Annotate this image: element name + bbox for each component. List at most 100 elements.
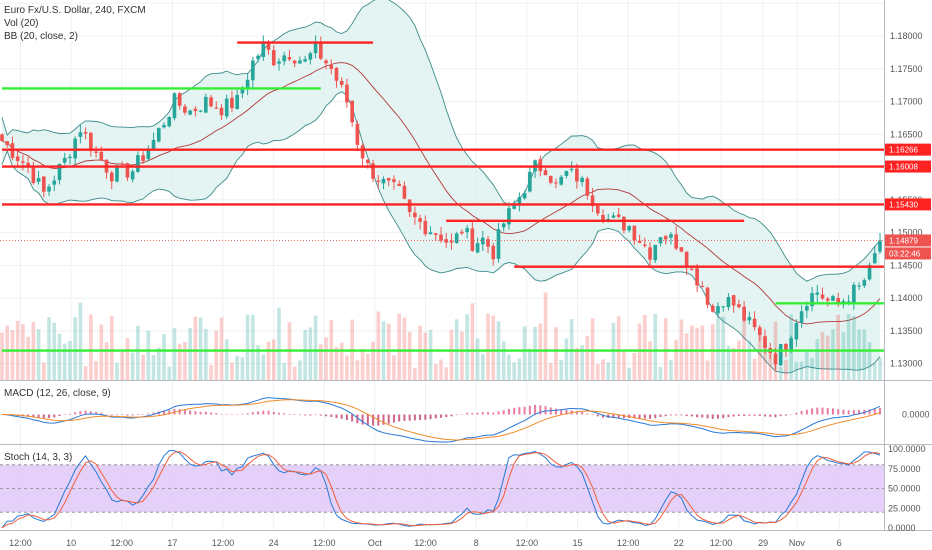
macd-histogram-bar xyxy=(95,411,98,415)
price-tick-label: 1.17500 xyxy=(890,64,923,74)
macd-histogram-bar xyxy=(622,414,625,419)
candle-body xyxy=(41,176,46,192)
volume-bar xyxy=(209,364,213,380)
last-price-tag xyxy=(885,234,931,247)
candle-body xyxy=(538,159,543,172)
macd-histogram-bar xyxy=(100,412,103,415)
macd-zero-label: 0.0000 xyxy=(902,410,930,420)
macd-histogram-bar xyxy=(858,409,861,415)
bollinger-legend[interactable]: BB (20, close, 2) xyxy=(4,31,78,42)
volume-bar xyxy=(637,323,642,380)
volume-bar xyxy=(407,331,412,380)
candle-body xyxy=(501,223,506,228)
volume-bar xyxy=(852,315,856,380)
candle-body xyxy=(449,240,454,243)
macd-histogram-bar xyxy=(638,414,641,419)
volume-bar xyxy=(606,362,611,380)
candle-body xyxy=(747,316,752,321)
candle-body xyxy=(805,306,809,311)
macd-histogram-bar xyxy=(298,414,301,416)
volume-bar xyxy=(256,345,260,380)
price-tick-label: 1.15000 xyxy=(890,228,923,238)
price-tick-label: 1.16500 xyxy=(890,129,923,139)
volume-bar xyxy=(486,313,490,380)
macd-histogram-bar xyxy=(424,414,427,420)
macd-histogram-bar xyxy=(246,413,249,415)
volume-bar xyxy=(731,347,736,380)
macd-histogram-bar xyxy=(277,412,280,415)
volume-bar xyxy=(867,341,872,380)
macd-histogram-bar xyxy=(126,414,129,416)
time-tick-label: 12:00 xyxy=(617,538,640,548)
macd-histogram-bar xyxy=(466,412,469,415)
macd-histogram-bar xyxy=(748,414,751,416)
volume-bar xyxy=(115,362,119,380)
macd-legend[interactable]: MACD (12, 26, close, 9) xyxy=(4,388,111,399)
macd-histogram-bar xyxy=(847,410,850,415)
candle-body xyxy=(360,145,365,159)
volume-bar xyxy=(815,338,820,380)
time-tick-label: 15 xyxy=(572,538,582,548)
macd-histogram-bar xyxy=(873,408,876,415)
volume-bar xyxy=(616,316,621,380)
stoch-legend[interactable]: Stoch (14, 3, 3) xyxy=(4,452,73,463)
symbol-legend[interactable]: Euro Fx/U.S. Dollar, 240, FXCM xyxy=(4,5,146,16)
candle-body xyxy=(684,251,689,268)
candle-body xyxy=(648,247,652,260)
volume-bar xyxy=(125,338,130,380)
volume-legend[interactable]: Vol (20) xyxy=(4,18,39,29)
macd-histogram-bar xyxy=(236,414,239,415)
volume-bar xyxy=(528,348,532,380)
candle-body xyxy=(31,166,36,183)
macd-histogram-bar xyxy=(163,410,166,415)
volume-bar xyxy=(831,329,835,380)
macd-histogram-bar xyxy=(523,406,526,415)
support-resistance-lines[interactable] xyxy=(2,41,884,352)
price-axis[interactable]: 1.180001.175001.170001.165001.160001.155… xyxy=(0,31,931,533)
candle-body xyxy=(428,232,433,235)
candle-body xyxy=(559,176,564,185)
time-axis[interactable]: 12:00 10 12:00 17 12:00 24 12:00 Oct 12:00 8 12:00… xyxy=(9,538,841,548)
volume-bar xyxy=(355,360,360,380)
volume-bar xyxy=(820,331,825,380)
countdown-tag-label: 03:22:46 xyxy=(889,249,921,258)
macd-histogram-bar xyxy=(476,412,479,415)
candle-body xyxy=(271,50,276,66)
price-tick-label: 1.18000 xyxy=(890,31,923,41)
candle-body xyxy=(622,216,626,231)
volume-bar xyxy=(799,361,804,380)
time-tick-label: 12:00 xyxy=(710,538,733,548)
volume-bar xyxy=(674,339,678,380)
volume-bar xyxy=(423,332,428,380)
candle-body xyxy=(57,163,62,181)
last-price-tag-label: 1.14879 xyxy=(889,236,918,245)
candle-body xyxy=(679,247,684,252)
macd-histogram-bar xyxy=(251,412,254,415)
volume-bar xyxy=(62,343,67,380)
candle-body xyxy=(460,231,464,234)
macd-histogram-bar xyxy=(121,414,124,415)
candle-body xyxy=(251,60,255,81)
macd-histogram-bar xyxy=(868,409,871,415)
macd-histogram-bar xyxy=(602,414,605,418)
candle-body xyxy=(146,149,151,159)
macd-histogram-bar xyxy=(183,409,186,415)
candle-body xyxy=(710,305,715,312)
volume-bar xyxy=(313,315,318,380)
time-tick-label: Oct xyxy=(368,538,383,548)
volume-bar xyxy=(825,335,830,380)
macd-histogram-bar xyxy=(680,414,683,416)
candle-body xyxy=(120,163,125,165)
candle-body xyxy=(867,264,872,280)
candle-body xyxy=(193,108,198,111)
macd-histogram-bar xyxy=(58,414,61,417)
candle-body xyxy=(716,306,720,314)
volume-bar xyxy=(386,323,391,380)
macd-histogram-bar xyxy=(445,414,448,418)
volume-bar xyxy=(57,333,62,380)
volume-bar xyxy=(83,366,88,380)
candle-body xyxy=(245,79,250,89)
candle-body xyxy=(21,161,25,163)
volume-bar xyxy=(601,359,605,380)
